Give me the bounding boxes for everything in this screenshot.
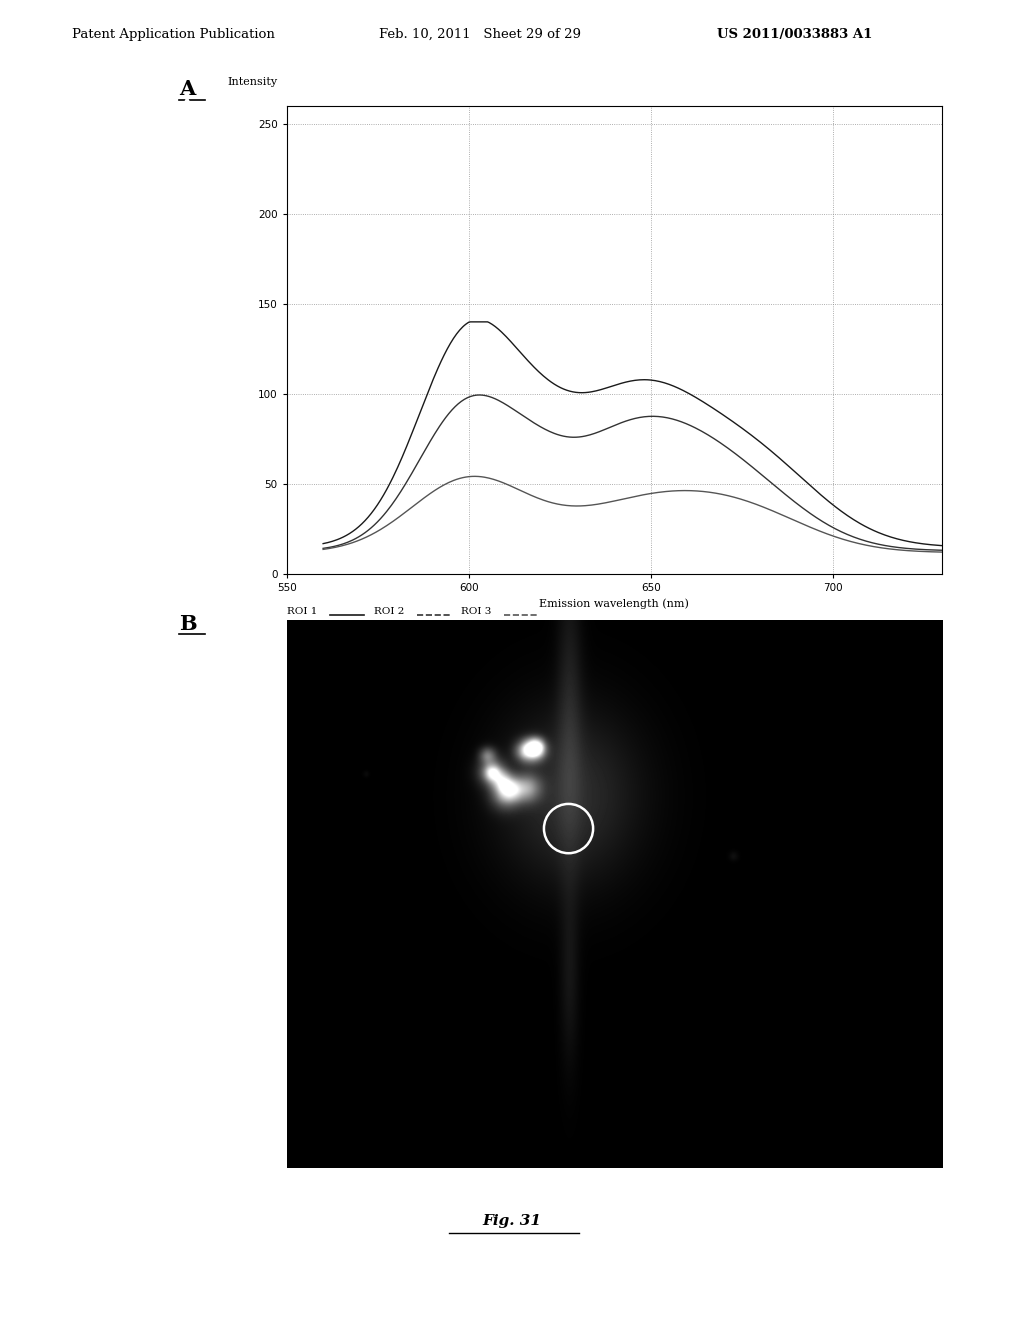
Text: Intensity: Intensity <box>227 78 278 87</box>
Text: ROI 3: ROI 3 <box>461 607 492 616</box>
Text: ̲A: ̲A <box>179 98 196 117</box>
X-axis label: Emission wavelength (nm): Emission wavelength (nm) <box>540 599 689 610</box>
Text: Patent Application Publication: Patent Application Publication <box>72 28 274 41</box>
Text: B: B <box>179 614 197 634</box>
Text: US 2011/0033883 A1: US 2011/0033883 A1 <box>717 28 872 41</box>
Text: ROI 1: ROI 1 <box>287 607 317 616</box>
Text: A: A <box>179 79 196 99</box>
Text: Feb. 10, 2011   Sheet 29 of 29: Feb. 10, 2011 Sheet 29 of 29 <box>379 28 581 41</box>
Text: Fig. 31: Fig. 31 <box>482 1214 542 1228</box>
Text: ROI 2: ROI 2 <box>374 607 404 616</box>
